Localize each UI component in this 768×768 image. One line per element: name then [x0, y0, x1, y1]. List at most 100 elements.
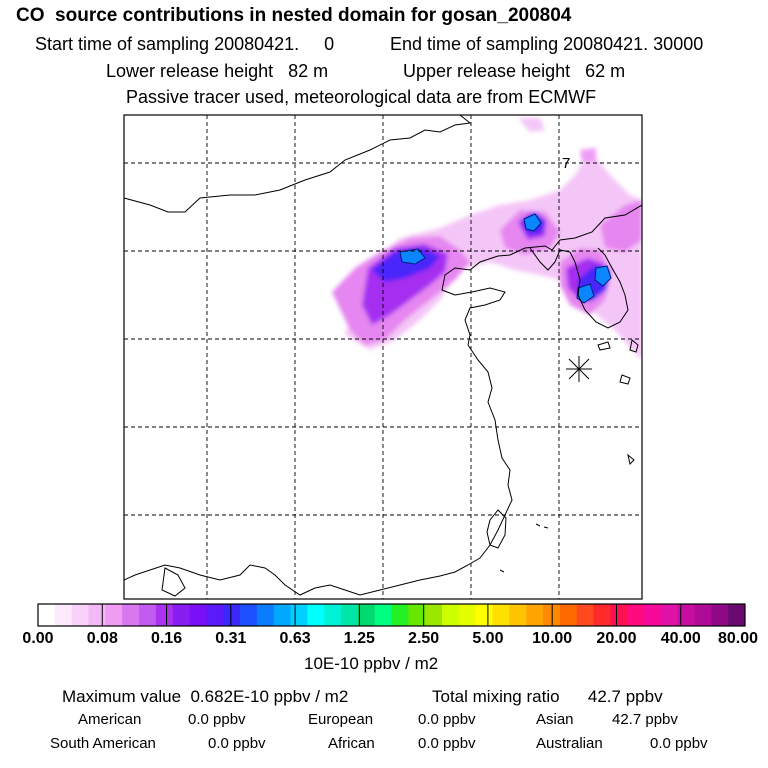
map-frame — [123, 114, 643, 600]
asterisk-station-marker-icon — [566, 356, 592, 382]
peak-ne — [523, 213, 542, 232]
plot-title: CO source contributions in nested domain… — [16, 5, 572, 26]
colorbar-tick-label: 0.08 — [86, 630, 118, 647]
colorbar-swatch — [206, 604, 224, 626]
colorbar-tick-label: 0.31 — [215, 630, 247, 647]
colorbar-swatch — [105, 604, 123, 626]
colorbar-tick-label: 5.00 — [472, 630, 504, 647]
contour-label: 7 — [562, 155, 570, 172]
colorbar-swatch — [728, 604, 746, 626]
plume-faint-dot — [580, 148, 596, 162]
region-name: European — [308, 711, 374, 728]
upper-release-height: Upper release height 62 m — [403, 61, 626, 81]
colorbar-swatch — [694, 604, 712, 626]
colorbar-swatch — [475, 604, 493, 626]
plume-light-east — [600, 200, 642, 252]
total-mixing-ratio: Total mixing ratio 42.7 ppbv — [432, 687, 663, 706]
colorbar-unit: 10E-10 ppbv / m2 — [304, 654, 439, 673]
region-value: 0.0 ppbv — [418, 735, 476, 752]
colorbar-swatch — [71, 604, 89, 626]
map-grid — [124, 115, 642, 599]
region-name: South American — [50, 735, 156, 752]
tracer-note: Passive tracer used, meteorological data… — [126, 87, 597, 107]
colorbar-swatch — [155, 604, 174, 626]
colorbar-swatch — [559, 604, 578, 626]
colorbar-swatch — [543, 604, 561, 626]
peak-korea-1 — [594, 265, 612, 287]
colorbar-swatch — [189, 604, 207, 626]
region-name: Australian — [536, 735, 603, 752]
colorbar-swatch — [458, 604, 477, 626]
china-east-coast — [124, 344, 513, 596]
region-value: 42.7 ppbv — [612, 711, 678, 728]
colorbar-swatch — [223, 604, 241, 626]
colorbar-swatch — [341, 604, 359, 626]
japan-fragment-2 — [619, 374, 631, 385]
colorbar-swatch — [644, 604, 662, 626]
colorbar-tick-label: 2.50 — [408, 630, 440, 647]
colorbar-swatch — [442, 604, 460, 626]
peak-west — [399, 248, 426, 265]
sampling-start: Start time of sampling 20080421. 0 — [35, 34, 335, 54]
islands-small — [499, 523, 549, 573]
colorbar-swatch — [408, 604, 426, 626]
northeast-border — [497, 204, 642, 257]
korea-coast — [569, 247, 629, 329]
japan-fragment-1 — [629, 339, 639, 353]
colorbar-tick-label: 0.00 — [22, 630, 54, 647]
concentration-field — [332, 118, 642, 360]
lower-release-height: Lower release height 82 m — [106, 61, 329, 81]
region-value: 0.0 ppbv — [418, 711, 476, 728]
bohai-coast — [441, 255, 506, 346]
colorbar-tick-label: 10.00 — [532, 630, 573, 647]
colorbar-swatch — [307, 604, 325, 626]
colorbar-swatch — [425, 604, 443, 626]
region-name: African — [328, 735, 375, 752]
hainan-island — [161, 567, 186, 597]
peak-korea-2 — [576, 283, 595, 304]
colorbar-swatch — [54, 604, 73, 626]
colorbar-tick-label: 0.16 — [150, 630, 183, 647]
maximum-value: Maximum value 0.682E-10 ppbv / m2 — [62, 687, 349, 706]
region-value: 0.0 ppbv — [208, 735, 266, 752]
colorbar-swatch — [324, 604, 342, 626]
plume-faint-top — [518, 118, 545, 132]
colorbar-swatch — [509, 604, 527, 626]
colorbar-swatch — [273, 604, 291, 626]
liaodong-coast — [529, 247, 571, 271]
region-name: Asian — [536, 711, 574, 728]
colorbar-tick-label: 1.25 — [343, 630, 375, 647]
colorbar-swatch — [88, 604, 106, 626]
colorbar-swatch — [122, 604, 140, 626]
colorbar-swatch — [256, 604, 275, 626]
colorbar-swatch — [610, 604, 628, 626]
colorbar-swatch — [576, 604, 594, 626]
colorbar-swatch — [677, 604, 695, 626]
taiwan-island — [486, 509, 507, 549]
colorbar-swatch — [492, 604, 510, 626]
colorbar-swatch — [526, 604, 544, 626]
northern-border — [124, 115, 472, 213]
colorbar-swatch — [38, 604, 56, 626]
colorbar-swatch — [290, 604, 308, 626]
colorbar-tick-label: 0.63 — [279, 630, 311, 647]
coastlines — [124, 115, 642, 597]
region-value: 0.0 ppbv — [188, 711, 246, 728]
colorbar-swatch — [391, 604, 409, 626]
colorbar-tick-label: 20.00 — [596, 630, 637, 647]
japan-fragment-3 — [627, 453, 635, 465]
colorbar-swatch — [711, 604, 729, 626]
colorbar-swatch — [172, 604, 190, 626]
region-value: 0.0 ppbv — [650, 735, 708, 752]
colorbar-swatch — [374, 604, 392, 626]
colorbar-swatch — [357, 604, 376, 626]
region-name: American — [78, 711, 142, 728]
colorbar — [37, 603, 746, 627]
jeju-island — [597, 341, 611, 351]
colorbar-swatch — [139, 604, 157, 626]
colorbar-tick-label: 80.00 — [717, 630, 759, 647]
sampling-end: End time of sampling 20080421. 30000 — [390, 34, 704, 54]
colorbar-border — [37, 603, 746, 627]
colorbar-swatch — [240, 604, 258, 626]
